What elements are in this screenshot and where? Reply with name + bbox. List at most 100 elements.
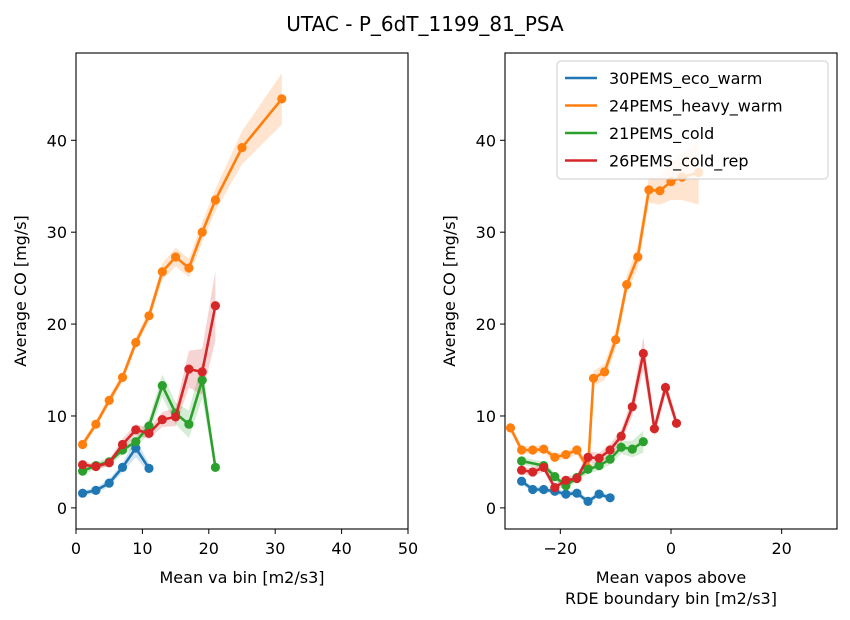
data-point [633,252,643,262]
data-point [131,443,141,453]
data-point [517,465,527,475]
x-axis-label: RDE boundary bin [m2/s3] [565,589,777,608]
data-point [539,444,549,454]
data-point [561,475,571,485]
data-point [616,431,626,441]
data-point [517,456,527,466]
x-tick-label: 40 [331,539,351,558]
data-point [583,464,593,474]
data-point [184,364,194,374]
data-point [505,423,516,433]
data-point [539,484,549,495]
data-point [131,425,141,435]
data-point [157,381,167,391]
data-point [671,418,682,428]
data-point [237,143,247,153]
data-point [197,227,207,237]
y-tick-label: 10 [476,407,496,426]
data-point [157,267,167,277]
data-point [638,437,648,447]
data-point [117,439,128,450]
data-point [649,424,660,434]
data-point [528,484,538,495]
data-point [561,450,571,460]
data-point [616,442,626,452]
data-point [528,467,538,477]
data-point [184,263,194,273]
data-point [210,195,220,205]
data-point [660,382,671,393]
data-point [144,311,154,321]
data-point [550,472,560,482]
data-point [517,476,527,486]
legend-box [556,60,829,180]
x-tick-label: 20 [771,539,791,558]
data-point [594,453,604,463]
left-plot: 0 10 20 30 40 50 0 10 20 30 40 Mean va bin [m2/s3] A… [11,52,418,587]
data-point [528,445,538,455]
data-point [210,301,220,311]
y-tick-label: 40 [476,131,496,150]
data-point [561,489,571,499]
data-point [572,445,582,455]
data-point [210,462,220,472]
data-point [517,445,527,455]
data-point [197,375,207,385]
data-point [171,412,181,422]
data-point [117,372,128,382]
y-tick-label: 0 [57,499,67,518]
data-point [583,452,593,462]
data-point [144,428,154,438]
y-axis-label: Average CO [mg/s] [440,215,459,367]
y-tick-label: 30 [476,223,496,242]
data-point [605,493,615,503]
legend-label: 26PEMS_cold_rep [609,152,749,172]
data-point [117,462,128,472]
data-point [605,445,615,455]
legend-label: 21PEMS_cold [609,124,714,144]
legend: 30PEMS_eco_warm 24PEMS_heavy_warm 21PEMS_c… [556,60,829,180]
y-axis-label: Average CO [mg/s] [11,215,30,367]
data-point [91,419,101,429]
data-point [144,421,154,431]
data-point [600,367,610,377]
data-point [611,335,621,345]
data-point [104,478,114,488]
data-point [594,461,604,471]
data-point [131,437,141,447]
axes-frame [75,52,409,530]
y-tick-label: 0 [486,499,496,518]
x-tick-label: 20 [199,539,219,558]
data-point [638,348,648,359]
data-point [605,454,615,464]
data-point [539,462,549,472]
data-point [550,452,560,462]
data-point [572,488,582,498]
y-tick-label: 20 [47,315,67,334]
y-tick-label: 20 [476,315,496,334]
y-tick-label: 10 [47,407,67,426]
y-tick-label: 30 [47,223,67,242]
data-point [131,337,141,348]
x-tick-label: −20 [543,539,577,558]
x-tick-label: 50 [398,539,418,558]
data-point [78,466,88,476]
x-axis-label: Mean va bin [m2/s3] [159,568,324,587]
x-tick-label: 0 [666,539,676,558]
x-tick-label: 30 [265,539,285,558]
data-point [104,395,114,405]
data-point [627,402,637,412]
data-point [588,373,599,383]
data-point [572,473,582,484]
legend-label: 30PEMS_eco_warm [609,69,762,89]
data-point [644,185,654,195]
data-point [104,458,114,468]
data-point [655,186,665,196]
y-tick-label: 40 [47,131,67,150]
data-point [583,496,593,506]
data-point [91,461,101,472]
right-plot: −20 0 20 0 10 20 30 40 Mean vapos above RDE bound… [440,52,838,608]
data-point [171,252,181,262]
data-point [144,463,154,473]
data-point [78,460,88,470]
